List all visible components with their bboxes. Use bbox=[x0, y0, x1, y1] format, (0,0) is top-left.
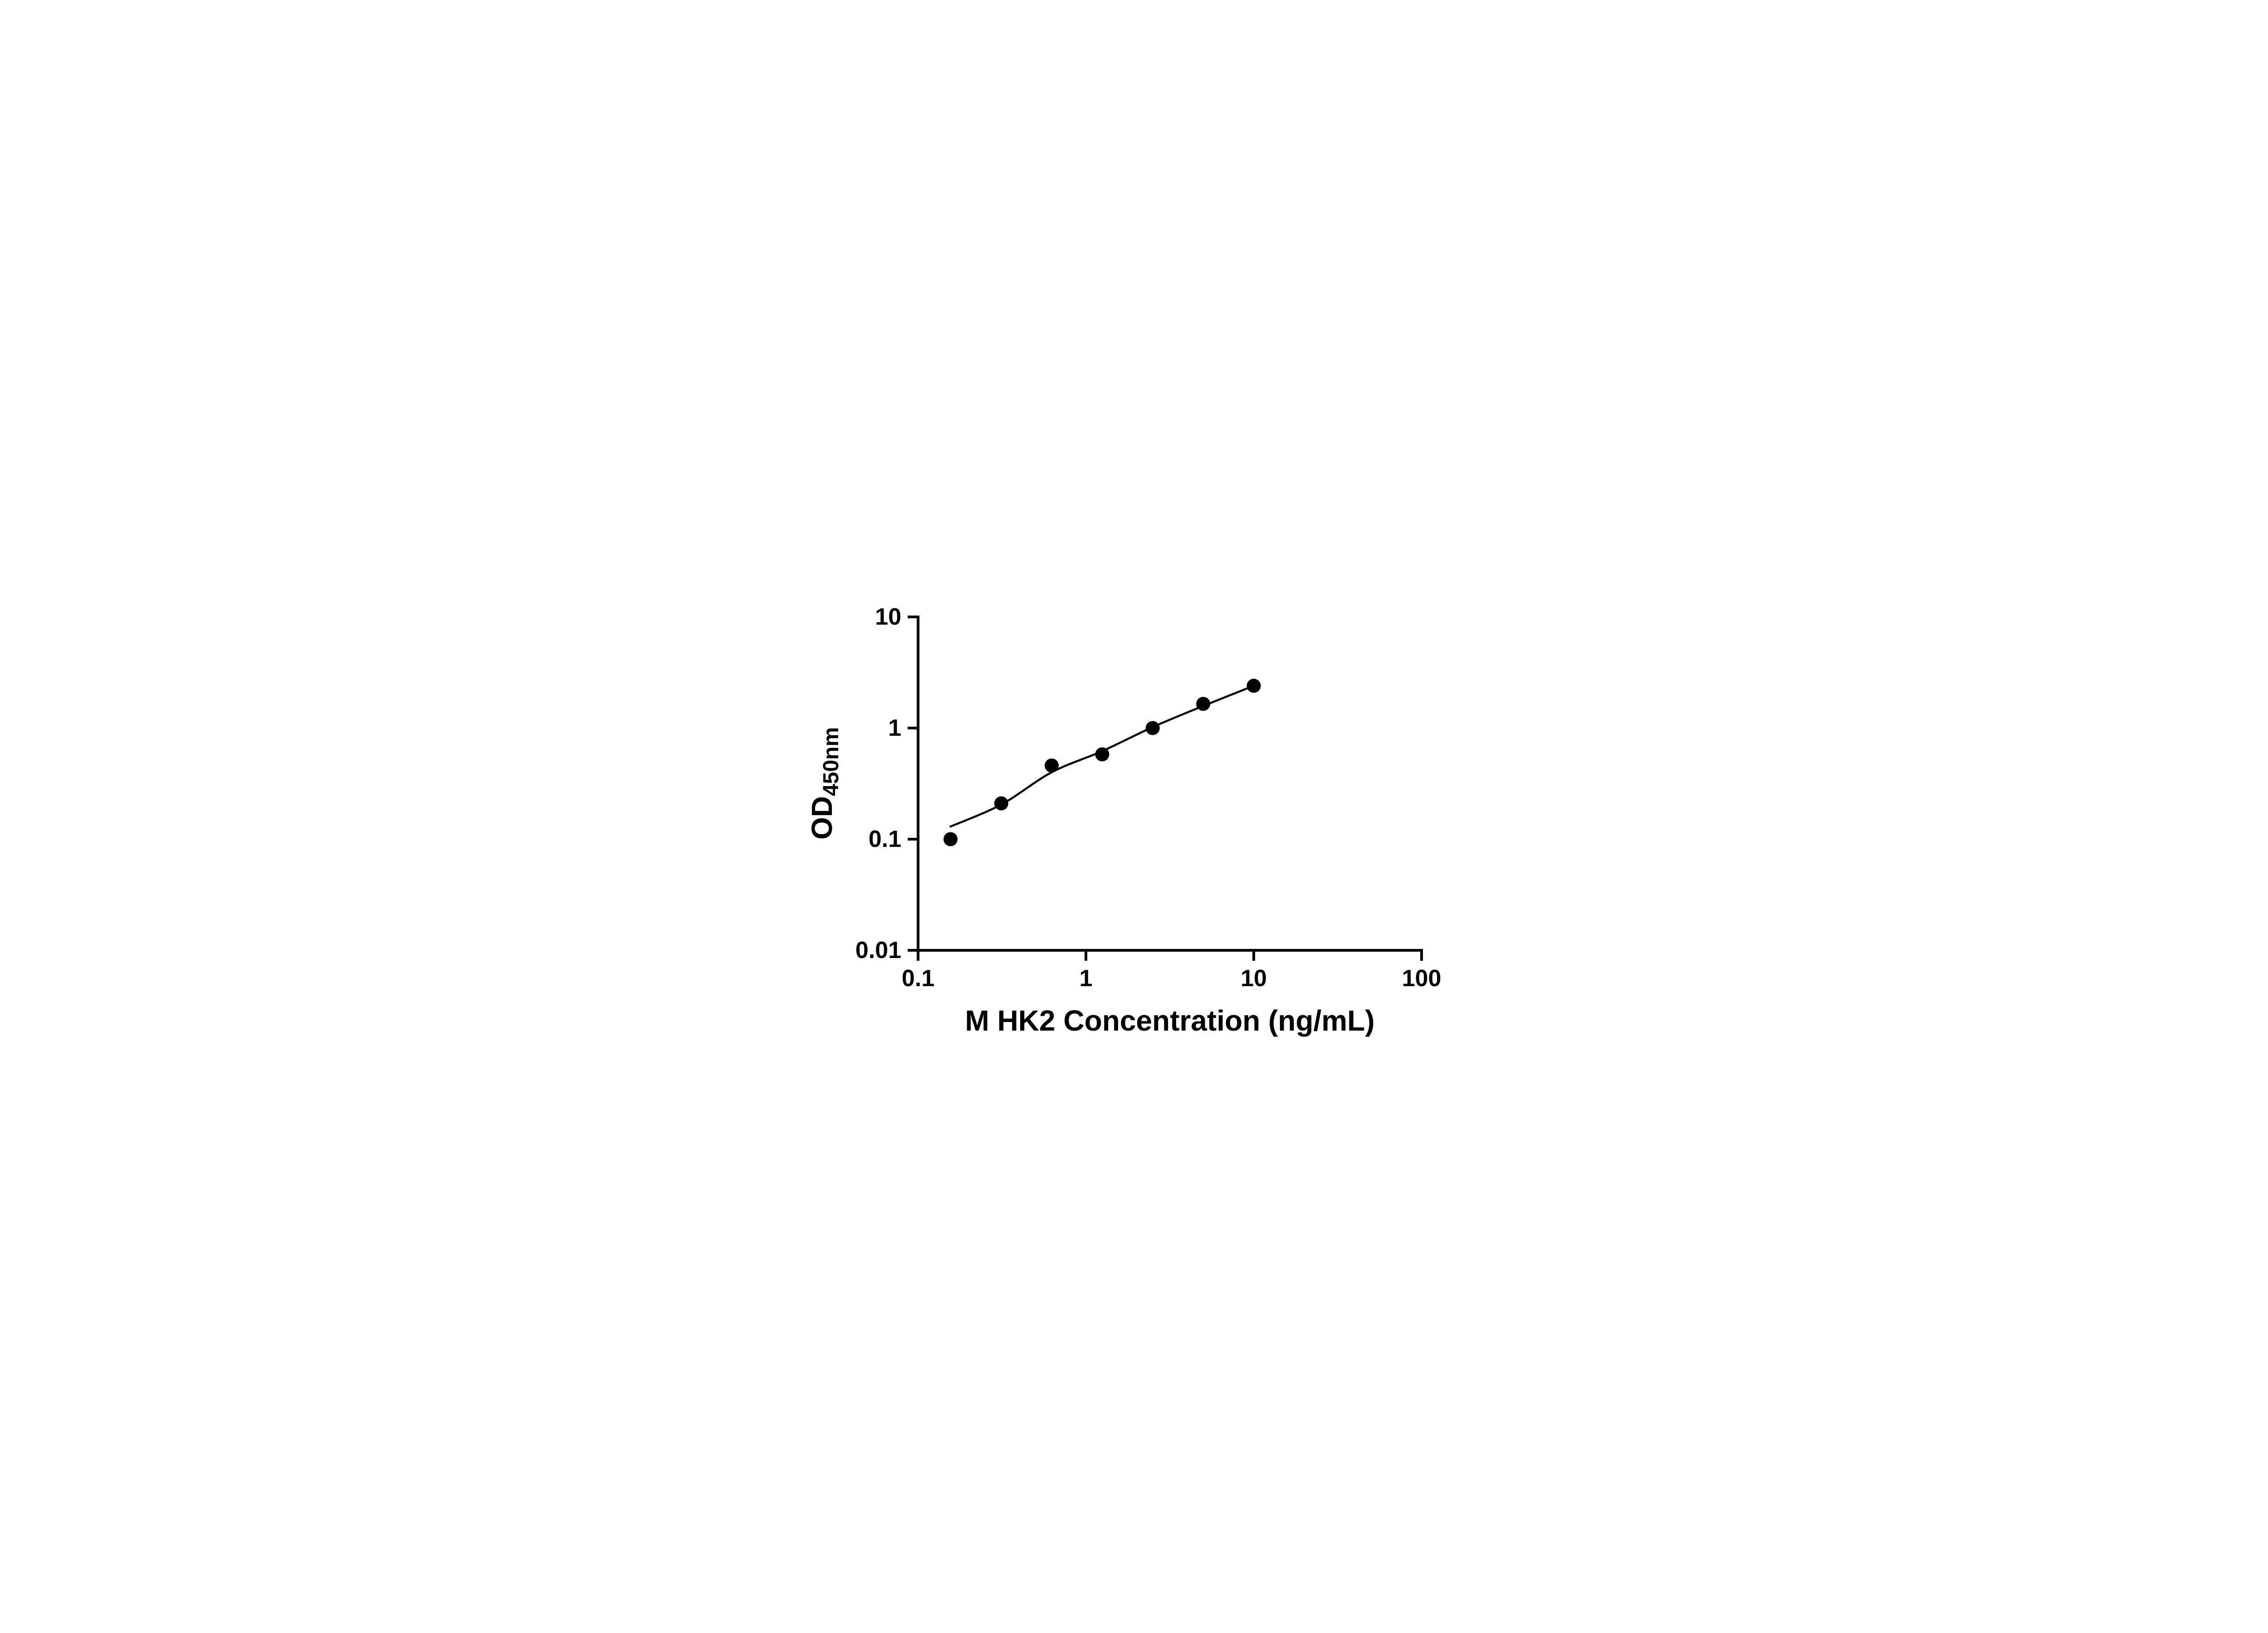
data-point bbox=[1246, 679, 1261, 693]
y-tick-label: 0.01 bbox=[855, 937, 901, 963]
elisa-standard-curve-figure: 0.1 1 10 100 0.01 0.1 1 10 M HK2 Concentration … bbox=[784, 572, 1484, 1061]
axes-lines bbox=[916, 616, 1423, 952]
y-tick-label: 10 bbox=[875, 604, 901, 630]
x-tick-label: 10 bbox=[1241, 965, 1267, 992]
data-point bbox=[994, 796, 1008, 811]
y-axis-title-subscript: 450nm bbox=[819, 727, 843, 796]
x-tick-label: 100 bbox=[1402, 965, 1441, 992]
y-axis-title: OD450nm bbox=[806, 727, 843, 840]
data-point bbox=[943, 832, 958, 846]
y-tick-label: 1 bbox=[888, 715, 901, 741]
y-tick-label: 0.1 bbox=[868, 826, 901, 852]
data-point bbox=[1044, 758, 1059, 773]
x-tick-label: 1 bbox=[1079, 965, 1092, 992]
x-axis-title: M HK2 Concentration (ng/mL) bbox=[965, 1004, 1374, 1037]
data-point bbox=[1196, 697, 1210, 711]
data-point bbox=[1145, 721, 1160, 735]
data-point bbox=[1095, 747, 1109, 762]
y-axis-title-main: OD bbox=[806, 796, 838, 840]
x-tick-label: 0.1 bbox=[901, 965, 934, 992]
